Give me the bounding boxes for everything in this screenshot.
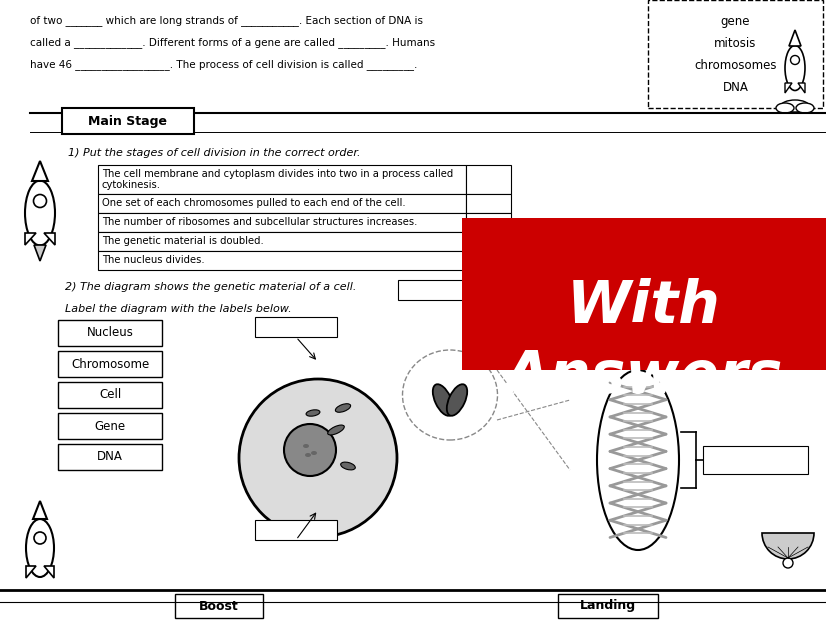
Ellipse shape — [790, 56, 800, 64]
Bar — [648, 0, 823, 108]
Text: Answers: Answers — [505, 348, 783, 405]
Text: Chromosome: Chromosome — [71, 358, 150, 371]
Text: cytokinesis.: cytokinesis. — [102, 180, 161, 190]
Text: gene: gene — [721, 15, 750, 28]
Bar — [466, 194, 511, 213]
Text: mitosis: mitosis — [714, 37, 757, 50]
Ellipse shape — [305, 453, 311, 457]
Bar — [466, 165, 511, 194]
Polygon shape — [25, 233, 36, 245]
Ellipse shape — [303, 444, 309, 448]
Text: chromosomes: chromosomes — [694, 59, 776, 72]
Bar — [98, 251, 466, 270]
Bar — [558, 594, 658, 618]
Text: The number of ribosomes and subcellular structures increases.: The number of ribosomes and subcellular … — [102, 217, 417, 227]
Bar — [58, 382, 162, 408]
Bar — [466, 213, 511, 232]
Polygon shape — [789, 30, 801, 46]
Text: One set of each chromosomes pulled to each end of the cell.: One set of each chromosomes pulled to ea… — [102, 198, 406, 208]
Ellipse shape — [306, 410, 320, 416]
Ellipse shape — [340, 462, 355, 470]
Bar — [462, 218, 826, 370]
Text: of two _______ which are long strands of ___________. Each section of DNA is: of two _______ which are long strands of… — [30, 15, 423, 26]
Polygon shape — [44, 566, 54, 578]
Bar — [255, 317, 337, 337]
Polygon shape — [44, 233, 55, 245]
Bar — [98, 213, 466, 232]
Text: The cell membrane and cytoplasm divides into two in a process called: The cell membrane and cytoplasm divides … — [102, 169, 453, 179]
Bar — [58, 320, 162, 346]
Ellipse shape — [781, 100, 809, 112]
Text: Gene: Gene — [94, 420, 126, 433]
Bar — [58, 444, 162, 470]
Text: Label the diagram with the labels below.: Label the diagram with the labels below. — [65, 304, 292, 314]
Text: With: With — [567, 278, 721, 335]
Polygon shape — [33, 501, 47, 519]
Text: Cell: Cell — [99, 389, 121, 402]
Text: Main Stage: Main Stage — [88, 115, 168, 128]
Ellipse shape — [26, 519, 54, 577]
Text: The genetic material is doubled.: The genetic material is doubled. — [102, 236, 263, 246]
Text: 2) The diagram shows the genetic material of a cell.: 2) The diagram shows the genetic materia… — [65, 282, 356, 292]
Text: Nucleus: Nucleus — [87, 327, 134, 340]
Bar — [466, 251, 511, 270]
Text: Boost: Boost — [199, 600, 239, 613]
Ellipse shape — [25, 180, 55, 246]
Bar — [58, 413, 162, 439]
Text: The nucleus divides.: The nucleus divides. — [102, 255, 205, 265]
Ellipse shape — [447, 384, 468, 416]
Wedge shape — [762, 533, 814, 559]
Text: DNA: DNA — [723, 81, 748, 94]
Ellipse shape — [239, 379, 397, 537]
Polygon shape — [26, 566, 36, 578]
Text: Landing: Landing — [580, 600, 636, 613]
Text: have 46 __________________. The process of cell division is called _________.: have 46 __________________. The process … — [30, 59, 417, 70]
Ellipse shape — [34, 195, 46, 208]
Ellipse shape — [335, 404, 350, 412]
Bar — [98, 165, 466, 194]
Ellipse shape — [796, 103, 814, 113]
Text: 1) Put the stages of cell division in the correct order.: 1) Put the stages of cell division in th… — [68, 148, 360, 158]
Ellipse shape — [284, 424, 336, 476]
Polygon shape — [798, 83, 805, 93]
Text: called a _____________. Different forms of a gene are called _________. Humans: called a _____________. Different forms … — [30, 37, 435, 48]
Ellipse shape — [311, 451, 317, 455]
Ellipse shape — [776, 103, 794, 113]
Bar — [703, 446, 808, 474]
Ellipse shape — [34, 532, 46, 544]
Ellipse shape — [328, 425, 344, 435]
Bar — [175, 594, 263, 618]
Bar — [466, 232, 511, 251]
Text: DNA: DNA — [97, 451, 123, 464]
Bar — [98, 232, 466, 251]
Ellipse shape — [433, 384, 453, 416]
Bar — [58, 351, 162, 377]
Bar — [62, 108, 194, 134]
Polygon shape — [785, 83, 792, 93]
Polygon shape — [34, 245, 46, 261]
Bar — [255, 520, 337, 540]
Ellipse shape — [783, 558, 793, 568]
Bar — [98, 194, 466, 213]
Polygon shape — [32, 161, 48, 181]
Bar — [398, 280, 470, 300]
Ellipse shape — [785, 45, 805, 91]
